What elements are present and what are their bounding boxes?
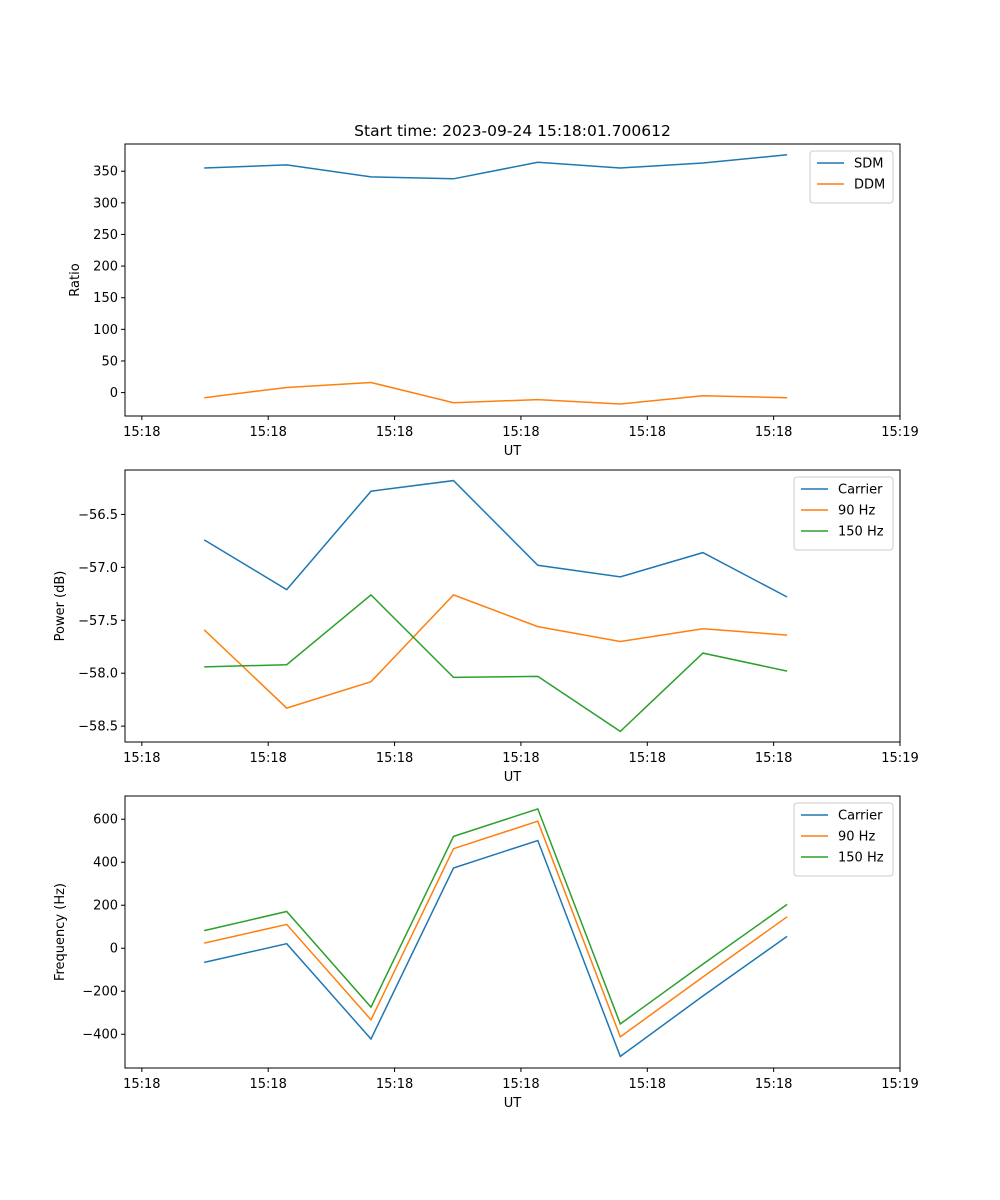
x-tick-label: 15:19 xyxy=(881,751,918,766)
legend-label: SDM xyxy=(854,157,883,172)
x-axis-label: UT xyxy=(504,1096,522,1111)
x-tick-label: 15:18 xyxy=(376,425,413,440)
y-axis-label: Power (dB) xyxy=(53,571,68,642)
legend: Carrier 90 Hz 150 Hz xyxy=(793,476,894,551)
x-tick-label: 15:18 xyxy=(502,425,539,440)
y-tick-label: 400 xyxy=(93,856,118,871)
y-tick-label: 250 xyxy=(93,228,118,243)
series-line-90-hz xyxy=(204,820,788,1038)
x-tick-label: 15:18 xyxy=(502,1077,539,1092)
x-tick-label: 15:18 xyxy=(123,425,160,440)
legend-box xyxy=(809,150,894,204)
y-tick-label: −200 xyxy=(82,985,118,1000)
y-tick-label: 0 xyxy=(110,942,118,957)
legend-label: Carrier xyxy=(838,809,883,824)
x-tick-label: 15:18 xyxy=(629,751,666,766)
x-tick-label: 15:18 xyxy=(376,1077,413,1092)
series-line-ddm xyxy=(204,381,788,405)
chart-panel-3: 15:18 15:18 15:18 15:18 15:18 15:18 15:19 −400 −… xyxy=(53,795,919,1111)
x-tick-label: 15:19 xyxy=(881,425,918,440)
y-tick-label: 100 xyxy=(93,323,118,338)
chart-title: Start time: 2023-09-24 15:18:01.700612 xyxy=(354,122,671,140)
x-tick-label: 15:18 xyxy=(755,425,792,440)
y-tick-label: 200 xyxy=(93,260,118,275)
x-tick-label: 15:18 xyxy=(502,751,539,766)
legend-label: Carrier xyxy=(838,483,883,498)
x-tick-label: 15:18 xyxy=(755,1077,792,1092)
x-axis-label: UT xyxy=(504,444,522,459)
chart-panel-1: Start time: 2023-09-24 15:18:01.700612 15… xyxy=(68,122,919,459)
y-tick-label: 150 xyxy=(93,291,118,306)
y-tick-label: −58.0 xyxy=(78,667,118,682)
series-line-90-hz xyxy=(203,594,788,709)
legend: Carrier 90 Hz 150 Hz xyxy=(793,802,894,877)
x-tick-label: 15:18 xyxy=(629,1077,666,1092)
series-line-sdm xyxy=(204,154,788,180)
y-tick-label: 50 xyxy=(101,354,118,369)
y-tick-label: 350 xyxy=(93,165,118,180)
legend-label: DDM xyxy=(854,178,885,193)
x-tick-label: 15:18 xyxy=(629,425,666,440)
plot-frame xyxy=(124,469,901,743)
plot-frame xyxy=(124,795,901,1069)
y-tick-label: 600 xyxy=(93,813,118,828)
x-tick-label: 15:18 xyxy=(123,1077,160,1092)
x-tick-label: 15:18 xyxy=(755,751,792,766)
x-tick-label: 15:18 xyxy=(249,1077,286,1092)
y-tick-label: 300 xyxy=(93,196,118,211)
legend-label: 90 Hz xyxy=(838,504,875,519)
x-tick-label: 15:18 xyxy=(249,425,286,440)
x-tick-label: 15:18 xyxy=(249,751,286,766)
legend-label: 150 Hz xyxy=(838,525,884,540)
y-tick-label: −400 xyxy=(82,1028,118,1043)
y-axis-label: Frequency (Hz) xyxy=(53,883,68,981)
legend: SDM DDM xyxy=(809,150,894,204)
y-tick-label: 0 xyxy=(110,386,118,401)
y-tick-label: −57.0 xyxy=(78,561,118,576)
series-line-150-hz xyxy=(204,593,788,733)
series-line-150-hz xyxy=(204,807,788,1026)
legend-label: 150 Hz xyxy=(838,851,884,866)
y-tick-label: −56.5 xyxy=(78,508,118,523)
series-line-carrier xyxy=(204,839,788,1058)
legend-label: 90 Hz xyxy=(838,830,875,845)
series-line-carrier xyxy=(203,479,788,598)
chart-panel-2: 15:18 15:18 15:18 15:18 15:18 15:18 15:19 −58.5… xyxy=(53,469,919,785)
y-tick-label: −58.5 xyxy=(78,720,118,735)
x-tick-label: 15:18 xyxy=(376,751,413,766)
x-tick-label: 15:18 xyxy=(123,751,160,766)
y-tick-label: −57.5 xyxy=(78,614,118,629)
x-axis-label: UT xyxy=(504,770,522,785)
y-axis-label: Ratio xyxy=(68,263,83,296)
x-tick-label: 15:19 xyxy=(881,1077,918,1092)
plot-frame xyxy=(124,143,901,417)
y-tick-label: 200 xyxy=(93,899,118,914)
